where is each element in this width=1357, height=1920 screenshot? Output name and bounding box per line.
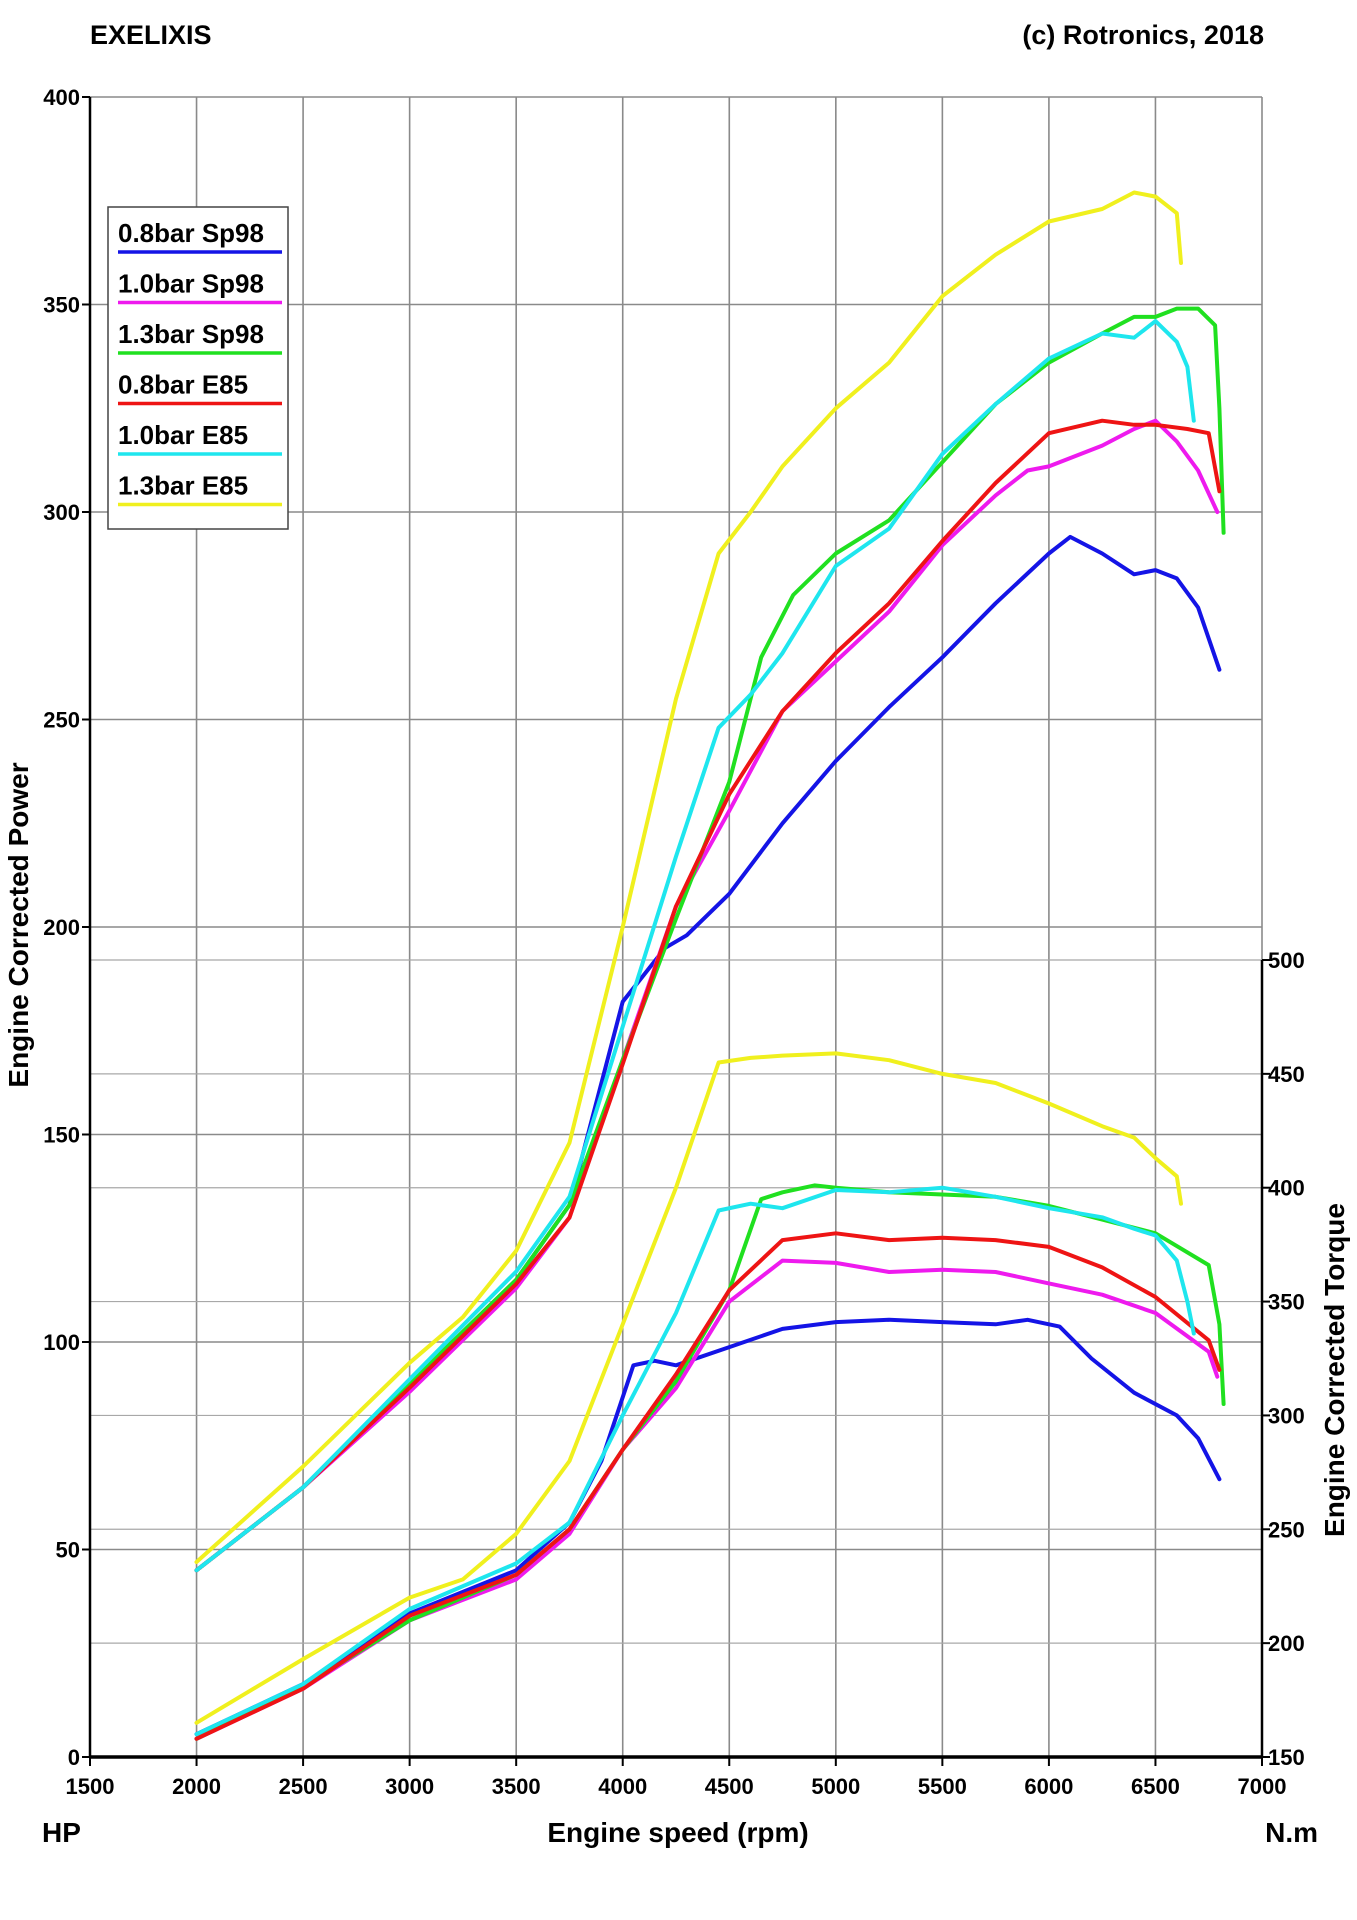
series-layer (194, 190, 1226, 1741)
y-right-tick-label: 350 (1268, 1290, 1305, 1315)
y-left-tick-label: 200 (43, 915, 80, 940)
power-line-0-8bar-e85 (194, 418, 1222, 1573)
x-tick-label: 6500 (1131, 1774, 1180, 1799)
x-tick-label: 5000 (811, 1774, 860, 1799)
legend-label: 0.8bar Sp98 (118, 218, 264, 248)
y-left-unit: HP (42, 1817, 81, 1848)
x-tick-label: 3500 (492, 1774, 541, 1799)
y-left-tick-label: 50 (56, 1538, 80, 1563)
y-right-tick-label: 450 (1268, 1062, 1305, 1087)
y-right-axis-title: Engine Corrected Torque (1319, 1203, 1350, 1537)
axis-layer: 1500 2000 2500 3000 3500 4000 4500 5000 5500 6000… (43, 85, 1304, 1799)
torque-line-1-0bar-sp98 (194, 1258, 1220, 1741)
x-tick-label: 4000 (598, 1774, 647, 1799)
torque-line-0-8bar-e85 (194, 1231, 1222, 1741)
y-right-tick-label: 200 (1268, 1631, 1305, 1656)
x-tick-label: 1500 (66, 1774, 115, 1799)
y-right-tick-label: 400 (1268, 1176, 1305, 1201)
power-line-1-0bar-e85 (194, 319, 1196, 1573)
x-tick-label: 4500 (705, 1774, 754, 1799)
power-line-1-3bar-sp98 (194, 306, 1226, 1573)
brand-label: EXELIXIS (90, 20, 212, 50)
power-line-1-3bar-e85 (194, 190, 1183, 1564)
y-left-tick-label: 250 (43, 708, 80, 733)
y-left-tick-label: 0 (68, 1745, 80, 1770)
x-tick-label: 2000 (172, 1774, 221, 1799)
y-left-tick-label: 100 (43, 1330, 80, 1355)
y-right-unit: N.m (1265, 1817, 1318, 1848)
x-axis-title: Engine speed (rpm) (547, 1817, 808, 1848)
x-tick-label: 3000 (385, 1774, 434, 1799)
y-right-tick-label: 150 (1268, 1745, 1305, 1770)
x-tick-label: 6000 (1024, 1774, 1073, 1799)
legend: 0.8bar Sp98 1.0bar Sp98 1.3bar Sp98 0.8bar … (107, 206, 289, 530)
x-tick-label: 7000 (1238, 1774, 1287, 1799)
legend-label: 1.3bar Sp98 (118, 319, 264, 349)
y-left-tick-label: 300 (43, 500, 80, 525)
y-right-tick-label: 500 (1268, 948, 1305, 973)
y-left-tick-label: 150 (43, 1123, 80, 1148)
y-left-tick-label: 400 (43, 85, 80, 110)
y-left-tick-label: 350 (43, 293, 80, 318)
legend-label: 1.0bar Sp98 (118, 269, 264, 299)
torque-line-1-0bar-e85 (194, 1185, 1196, 1737)
y-right-tick-label: 250 (1268, 1517, 1305, 1542)
y-right-tick-label: 300 (1268, 1403, 1305, 1428)
legend-label: 0.8bar E85 (118, 370, 248, 400)
torque-line-0-8bar-sp98 (194, 1317, 1222, 1737)
x-tick-label: 5500 (918, 1774, 967, 1799)
x-tick-label: 2500 (279, 1774, 328, 1799)
y-left-axis-title: Engine Corrected Power (3, 762, 34, 1087)
copyright-label: (c) Rotronics, 2018 (1022, 20, 1264, 50)
torque-line-1-3bar-e85 (194, 1051, 1183, 1725)
legend-label: 1.0bar E85 (118, 420, 248, 450)
grid-layer (89, 96, 1263, 1758)
legend-label: 1.3bar E85 (118, 471, 248, 501)
legend-box (107, 206, 289, 530)
